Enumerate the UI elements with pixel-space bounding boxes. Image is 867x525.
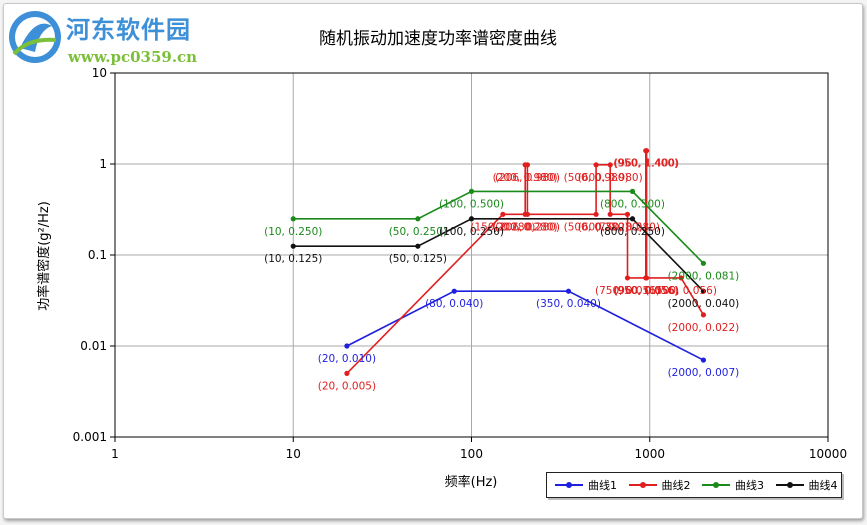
data-point-2 bbox=[607, 211, 613, 217]
data-label-4: (50, 0.125) bbox=[389, 253, 447, 265]
data-point-1 bbox=[451, 288, 457, 294]
data-point-2 bbox=[344, 370, 350, 376]
data-label-2: (206, 0.280) bbox=[495, 221, 560, 233]
legend-swatch bbox=[555, 482, 583, 488]
data-label-4: (800, 0.250) bbox=[600, 226, 665, 238]
data-label-2: (2000, 0.022) bbox=[668, 322, 740, 334]
legend-item-2: 曲线2 bbox=[628, 477, 695, 493]
x-tick-label: 1 bbox=[111, 447, 119, 461]
watermark-title: 河东软件园 bbox=[66, 15, 191, 44]
data-label-2: (960, 1.400) bbox=[614, 158, 679, 170]
data-label-3: (2000, 0.081) bbox=[668, 270, 740, 282]
data-label-2: (500, 0.980) bbox=[564, 172, 629, 184]
legend-label: 曲线4 bbox=[808, 479, 838, 492]
data-point-2 bbox=[593, 211, 599, 217]
data-point-3 bbox=[468, 188, 475, 194]
data-label-2: (1500, 0.056) bbox=[645, 285, 717, 297]
data-label-2: (750, 0.280) bbox=[595, 221, 660, 233]
data-label-2: (500, 0.280) bbox=[564, 221, 629, 233]
chart-legend: 曲线1 曲线2 曲线3 曲线4 bbox=[546, 472, 842, 498]
data-label-4: (10, 0.125) bbox=[264, 253, 322, 265]
y-tick-label: 10 bbox=[92, 66, 107, 80]
legend-swatch bbox=[775, 482, 804, 488]
data-label-4: (100, 0.250) bbox=[439, 226, 504, 238]
data-point-2 bbox=[500, 211, 506, 217]
data-point-1 bbox=[565, 288, 572, 294]
y-tick-label: 0.1 bbox=[88, 248, 107, 262]
legend-label: 曲线2 bbox=[661, 479, 691, 492]
data-point-3 bbox=[629, 188, 636, 194]
data-label-4: (2000, 0.040) bbox=[668, 298, 740, 310]
grid-lines bbox=[115, 73, 828, 437]
y-axis-title: 功率谱密度(g²/Hz) bbox=[36, 201, 52, 311]
data-point-1 bbox=[700, 357, 707, 363]
legend-item-4: 曲线4 bbox=[775, 477, 842, 493]
data-point-4 bbox=[629, 216, 636, 222]
data-point-1 bbox=[344, 343, 350, 349]
legend-item-3: 曲线3 bbox=[702, 477, 768, 493]
data-point-2 bbox=[643, 148, 650, 154]
data-label-2: (950, 1.400) bbox=[613, 158, 678, 170]
data-point-3 bbox=[415, 216, 421, 222]
data-point-2 bbox=[607, 162, 613, 168]
x-axis-title: 频率(Hz) bbox=[445, 474, 498, 490]
data-label-3: (50, 0.250) bbox=[389, 226, 447, 238]
data-label-2: (960, 0.056) bbox=[614, 285, 679, 297]
data-point-2 bbox=[624, 211, 631, 217]
y-tick-label: 0.01 bbox=[80, 339, 107, 353]
data-label-2: (20, 0.005) bbox=[318, 380, 376, 392]
data-point-2 bbox=[524, 162, 531, 168]
data-point-3 bbox=[290, 216, 296, 222]
x-tick-label: 1000 bbox=[634, 447, 665, 461]
data-point-2 bbox=[643, 275, 650, 281]
legend-item-1: 曲线1 bbox=[555, 477, 621, 493]
data-point-3 bbox=[700, 260, 707, 266]
data-label-3: (10, 0.250) bbox=[264, 226, 322, 238]
data-label-1: (80, 0.040) bbox=[425, 298, 483, 310]
plot-border bbox=[114, 72, 829, 438]
data-label-2: (600, 0.280) bbox=[578, 221, 643, 233]
legend-swatch bbox=[628, 482, 657, 488]
data-point-2 bbox=[624, 275, 631, 281]
x-tick-label: 10000 bbox=[809, 447, 847, 461]
watermark-url: www.pc0359.cn bbox=[68, 48, 198, 66]
y-tick-label: 1 bbox=[99, 157, 107, 171]
data-label-2: (150, 0.280) bbox=[470, 221, 535, 233]
data-point-4 bbox=[290, 243, 296, 249]
data-label-1: (20, 0.010) bbox=[318, 353, 376, 365]
data-point-2 bbox=[524, 211, 531, 217]
data-point-4 bbox=[415, 243, 421, 249]
data-label-2: (206, 0.980) bbox=[495, 172, 560, 184]
data-label-1: (350, 0.040) bbox=[536, 298, 601, 310]
legend-swatch bbox=[702, 482, 730, 488]
data-point-2 bbox=[678, 275, 684, 281]
y-tick-label: 0.001 bbox=[73, 430, 107, 444]
axes: 1 10 100 1000 10000 10 1 0.1 0.01 0.001 bbox=[73, 66, 847, 461]
data-point-2 bbox=[700, 312, 707, 318]
site-logo-icon bbox=[9, 11, 61, 63]
series-layer bbox=[290, 148, 707, 376]
chart-title: 随机振动加速度功率谱密度曲线 bbox=[319, 29, 557, 49]
data-point-2 bbox=[593, 162, 599, 168]
watermark: 河东软件园 www.pc0359.cn bbox=[4, 6, 214, 68]
legend-label: 曲线3 bbox=[735, 479, 764, 492]
data-label-2: (950, 0.056) bbox=[613, 285, 678, 297]
data-point-4 bbox=[468, 216, 475, 222]
data-labels: (20, 0.010) (80, 0.040) (350, 0.040) (2000,… bbox=[264, 158, 739, 393]
data-label-3: (800, 0.500) bbox=[600, 198, 665, 210]
data-label-1: (2000, 0.007) bbox=[668, 367, 740, 379]
legend-label: 曲线1 bbox=[588, 479, 617, 492]
data-label-2: (200, 0.280) bbox=[493, 221, 558, 233]
data-point-4 bbox=[700, 288, 707, 294]
data-label-2: (750, 0.056) bbox=[595, 285, 660, 297]
data-label-2: (200, 0.980) bbox=[493, 172, 558, 184]
data-label-2: (600, 0.980) bbox=[578, 172, 643, 184]
x-tick-label: 100 bbox=[460, 447, 483, 461]
data-label-3: (100, 0.500) bbox=[439, 198, 504, 210]
series-line-2 bbox=[346, 149, 705, 374]
x-tick-label: 10 bbox=[286, 447, 301, 461]
